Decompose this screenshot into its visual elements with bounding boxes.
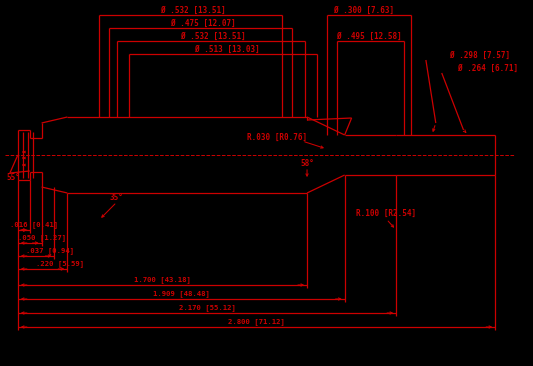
Text: Ø .495 [12.58]: Ø .495 [12.58] <box>337 31 402 41</box>
Text: .016 [0.41]: .016 [0.41] <box>10 221 58 228</box>
Text: 55°: 55° <box>7 172 21 182</box>
Text: R.100 [R2.54]: R.100 [R2.54] <box>356 209 416 217</box>
Text: 1.909 [48.48]: 1.909 [48.48] <box>153 291 209 298</box>
Text: .037 [0.94]: .037 [0.94] <box>26 247 74 254</box>
Text: 2.170 [55.12]: 2.170 [55.12] <box>179 305 236 311</box>
Text: 1.700 [43.18]: 1.700 [43.18] <box>134 277 191 283</box>
Text: .220 [5.59]: .220 [5.59] <box>36 261 84 268</box>
Text: Ø .532 [13.51]: Ø .532 [13.51] <box>181 31 245 41</box>
Text: Ø .298 [7.57]: Ø .298 [7.57] <box>450 51 510 60</box>
Text: 58°: 58° <box>300 158 314 168</box>
Text: Ø .264 [6.71]: Ø .264 [6.71] <box>457 63 518 72</box>
Text: Ø .513 [13.03]: Ø .513 [13.03] <box>196 45 260 53</box>
Text: 35°: 35° <box>110 193 124 202</box>
Text: Ø .300 [7.63]: Ø .300 [7.63] <box>334 5 394 15</box>
Text: .050 [1.27]: .050 [1.27] <box>18 235 66 242</box>
Text: Ø .475 [12.07]: Ø .475 [12.07] <box>171 19 236 27</box>
Text: R.030 [R0.76]: R.030 [R0.76] <box>247 132 308 142</box>
Text: Ø .532 [13.51]: Ø .532 [13.51] <box>161 5 225 15</box>
Text: 2.800 [71.12]: 2.800 [71.12] <box>228 318 285 325</box>
